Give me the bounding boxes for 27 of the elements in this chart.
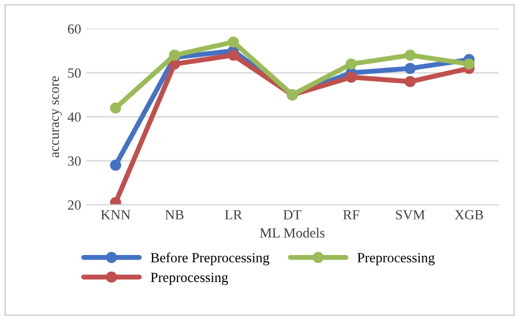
point [228, 50, 239, 61]
point [404, 50, 416, 61]
x-tick-label: RF [343, 210, 360, 220]
x-tick-label: NB [165, 210, 184, 220]
legend-label: Preprocessing [357, 253, 435, 266]
x-tick-label: XGB [454, 210, 484, 220]
x-tick-label: SVM [396, 210, 425, 220]
point [346, 58, 357, 70]
y-tick-label: 30 [68, 156, 81, 166]
x-tick-label: LR [224, 210, 242, 220]
point [346, 72, 357, 83]
legend-label: Before Preprocessing [150, 252, 270, 266]
y-tick-label: 20 [68, 200, 81, 210]
x-tick-label: DT [283, 210, 302, 220]
x-tick-label: KNN [100, 210, 130, 220]
y-tick-label: 60 [68, 24, 81, 34]
y-axis-title: accuracy score [52, 76, 62, 158]
point [228, 36, 239, 48]
legend-label: Preprocessing [150, 272, 228, 285]
point [110, 102, 122, 114]
y-tick-label: 50 [68, 68, 81, 78]
point [404, 76, 416, 88]
point [404, 62, 416, 74]
x-axis-title: ML Models [260, 228, 325, 238]
y-tick-label: 40 [68, 112, 81, 122]
point [110, 160, 122, 171]
point [464, 58, 475, 70]
